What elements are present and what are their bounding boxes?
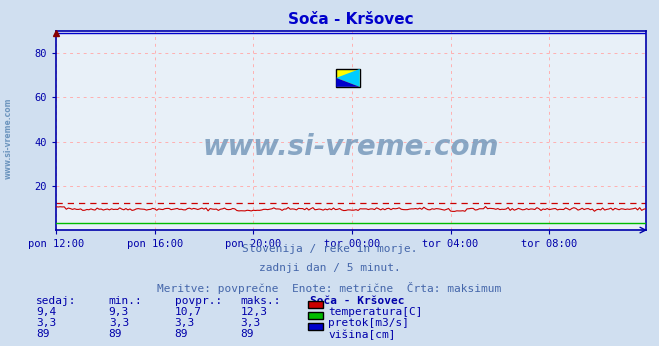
Text: www.si-vreme.com: www.si-vreme.com xyxy=(3,98,13,179)
Title: Soča - Kršovec: Soča - Kršovec xyxy=(288,12,414,27)
Text: 9,4: 9,4 xyxy=(36,307,57,317)
Text: pretok[m3/s]: pretok[m3/s] xyxy=(328,318,409,328)
Polygon shape xyxy=(336,78,360,87)
Text: povpr.:: povpr.: xyxy=(175,296,222,306)
Text: 89: 89 xyxy=(241,329,254,339)
Text: sedaj:: sedaj: xyxy=(36,296,76,306)
Text: 3,3: 3,3 xyxy=(109,318,129,328)
Text: 12,3: 12,3 xyxy=(241,307,268,317)
Text: min.:: min.: xyxy=(109,296,142,306)
Text: www.si-vreme.com: www.si-vreme.com xyxy=(203,133,499,161)
Text: Slovenija / reke in morje.: Slovenija / reke in morje. xyxy=(242,244,417,254)
Text: 89: 89 xyxy=(109,329,122,339)
Text: temperatura[C]: temperatura[C] xyxy=(328,307,422,317)
Text: 3,3: 3,3 xyxy=(175,318,195,328)
Text: 9,3: 9,3 xyxy=(109,307,129,317)
Polygon shape xyxy=(336,69,360,87)
Text: 3,3: 3,3 xyxy=(36,318,57,328)
Text: zadnji dan / 5 minut.: zadnji dan / 5 minut. xyxy=(258,263,401,273)
Text: maks.:: maks.: xyxy=(241,296,281,306)
Text: 89: 89 xyxy=(36,329,49,339)
Text: Meritve: povprečne  Enote: metrične  Črta: maksimum: Meritve: povprečne Enote: metrične Črta:… xyxy=(158,282,501,294)
Text: višina[cm]: višina[cm] xyxy=(328,329,395,340)
Text: 89: 89 xyxy=(175,329,188,339)
Text: Soča - Kršovec: Soča - Kršovec xyxy=(310,296,404,306)
Text: 10,7: 10,7 xyxy=(175,307,202,317)
Text: 3,3: 3,3 xyxy=(241,318,261,328)
FancyBboxPatch shape xyxy=(336,69,360,87)
